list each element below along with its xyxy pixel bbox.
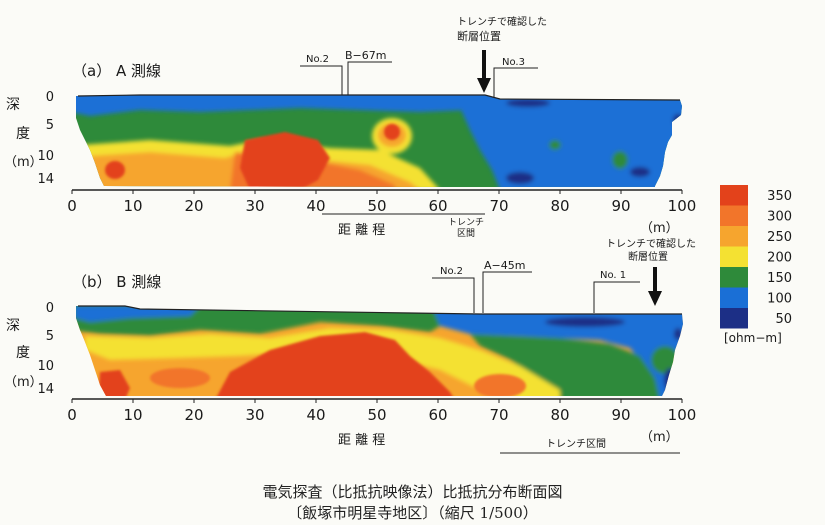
xtick-label-b-0: 0 (67, 406, 77, 424)
marker-a-no3: No.3 (502, 57, 525, 68)
panel-a-ylabel: 深 度 （m） (4, 97, 43, 170)
trench-label-a-2: 区間 (457, 228, 475, 239)
xtick-label-a-100: 100 (668, 197, 697, 215)
fault-b: トレンチで確認した 断層位置 (606, 237, 696, 306)
ytick-a-0: 0 (46, 90, 54, 105)
xtick-label-b-30: 30 (245, 406, 264, 424)
xtick-label-a-60: 60 (428, 197, 447, 215)
xtick-label-a-30: 30 (245, 197, 264, 215)
legend-label-50: 50 (775, 312, 792, 327)
fault-a-label-2: 断層位置 (457, 29, 501, 43)
trench-label-a-1: トレンチ (448, 217, 484, 228)
caption-line-2: 〔飯塚市明星寺地区〕（縮尺 1/500） (287, 504, 538, 522)
legend-swatch-50 (720, 308, 748, 329)
legend-label-200: 200 (767, 251, 792, 266)
xtick-label-a-40: 40 (306, 197, 325, 215)
legend-label-250: 250 (767, 230, 792, 245)
color-legend: 350 300 250 200 150 100 50 [ohm−m] (720, 185, 792, 345)
ytick-b-14: 14 (37, 382, 54, 397)
legend-swatch-250 (720, 226, 748, 247)
xtick-label-b-40: 40 (306, 406, 325, 424)
ytick-a-10: 10 (37, 149, 54, 164)
ytick-a-5: 5 (46, 118, 54, 133)
marker-b-no2: No.2 (440, 266, 463, 277)
xtick-label-b-70: 70 (489, 406, 508, 424)
xtick-label-a-80: 80 (550, 197, 569, 215)
fault-b-label-1: トレンチで確認した (606, 237, 696, 250)
fault-a: トレンチで確認した 断層位置 (457, 15, 547, 93)
xtick-label-a-20: 20 (184, 197, 203, 215)
ytick-a-14: 14 (37, 172, 54, 187)
legend-label-100: 100 (767, 292, 792, 307)
legend-unit: [ohm−m] (724, 331, 782, 345)
marker-b-a45: A−45m (484, 259, 525, 272)
legend-swatch-100 (720, 287, 748, 308)
xtick-label-b-20: 20 (184, 406, 203, 424)
xtick-label-b-80: 80 (550, 406, 569, 424)
legend-swatch-150 (720, 267, 748, 288)
fault-b-label-2: 断層位置 (628, 250, 668, 263)
ylabel-b-3: （m） (4, 375, 43, 390)
xlabel-b: 距 離 程 (338, 433, 385, 448)
xtick-label-b-100: 100 (668, 406, 697, 424)
panel-b-yticks: 0 5 10 14 (37, 301, 54, 397)
section-b (76, 306, 683, 396)
legend-swatch-350 (720, 185, 748, 206)
xunit-b: （m） (640, 430, 679, 445)
panel-b-xticks: 0 10 20 30 40 50 60 70 80 90 100 (67, 399, 696, 424)
legend-label-350: 350 (767, 189, 792, 204)
surface-line-a (77, 94, 681, 101)
xtick-label-a-70: 70 (489, 197, 508, 215)
section-a (76, 95, 682, 187)
xlabel-a: 距 離 程 (338, 223, 385, 238)
xtick-label-a-90: 90 (611, 197, 630, 215)
fault-a-arrow-head (477, 78, 491, 93)
xtick-label-a-0: 0 (67, 197, 77, 215)
panel-b-ylabel: 深 度 （m） (4, 318, 43, 390)
legend-label-150: 150 (767, 271, 792, 286)
panel-b-title: （b） B 測線 (72, 273, 161, 291)
xtick-label-b-10: 10 (123, 406, 142, 424)
xtick-label-b-90: 90 (611, 406, 630, 424)
xunit-a: （m） (640, 221, 679, 236)
legend-label-300: 300 (767, 210, 792, 225)
marker-a-no2: No.2 (306, 54, 329, 65)
xtick-label-a-50: 50 (367, 197, 386, 215)
ylabel-b-1: 深 (6, 318, 20, 334)
marker-b-no1: No. 1 (600, 270, 626, 281)
legend-swatches (720, 185, 748, 329)
panel-a-markers: No.2 B−67m No.3 (300, 49, 538, 98)
legend-swatch-300 (720, 205, 748, 226)
panel-a-xticks: 0 10 20 30 40 50 60 70 80 90 100 (67, 190, 696, 215)
marker-a-b67: B−67m (345, 49, 386, 62)
ytick-b-0: 0 (46, 301, 54, 316)
xtick-label-b-50: 50 (367, 406, 386, 424)
panel-a-title: （a） A 測線 (72, 62, 161, 80)
xtick-label-b-60: 60 (428, 406, 447, 424)
xtick-label-a-10: 10 (123, 197, 142, 215)
trench-label-b: トレンチ区間 (546, 438, 606, 450)
panel-a: （a） A 測線 深 度 （m） 0 5 10 14 (4, 15, 696, 239)
ylabel-a-1: 深 (6, 97, 20, 113)
fault-a-label-1: トレンチで確認した (457, 15, 547, 28)
panel-b-markers: No.2 A−45m No. 1 (432, 259, 640, 313)
panel-a-yticks: 0 5 10 14 (37, 90, 54, 187)
caption-line-1: 電気探査（比抵抗映像法）比抵抗分布断面図 (262, 483, 563, 501)
legend-labels: 350 300 250 200 150 100 50 (767, 189, 792, 327)
ylabel-a-3: （m） (4, 155, 43, 170)
ylabel-b-2: 度 (16, 345, 30, 361)
fault-b-arrow-head (648, 291, 662, 306)
panel-b: （b） B 測線 深 度 （m） 0 5 10 14 (4, 237, 696, 454)
ytick-b-5: 5 (46, 329, 54, 344)
surface-line-b (78, 305, 682, 315)
ytick-b-10: 10 (37, 359, 54, 374)
ylabel-a-2: 度 (16, 126, 30, 142)
legend-swatch-200 (720, 246, 748, 267)
